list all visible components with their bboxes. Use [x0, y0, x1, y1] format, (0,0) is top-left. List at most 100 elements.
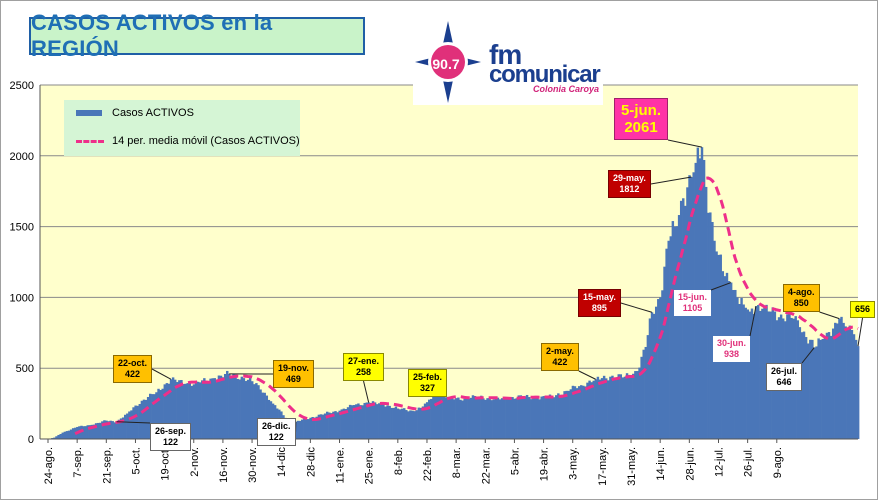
bar	[523, 396, 527, 439]
bar	[838, 318, 841, 439]
logo-city: Colonia Caroya	[533, 84, 600, 94]
bar	[161, 388, 164, 439]
annotation-date: 26-dic.	[262, 421, 291, 431]
bar	[842, 322, 845, 439]
station-logo: 90.7 fm comunicar Colonia Caroya	[413, 19, 603, 105]
logo-fm: fm	[489, 39, 522, 70]
bar	[642, 349, 645, 439]
bar	[403, 408, 406, 439]
annotation-label: 15-may. 895	[578, 289, 621, 317]
annotation-value: 327	[419, 383, 436, 393]
annotation-leader	[819, 311, 840, 320]
annotation-date: 19-nov.	[278, 363, 309, 373]
bar	[298, 420, 302, 439]
bar	[677, 215, 681, 439]
x-tick-label: 3-may.	[568, 447, 580, 480]
bar	[709, 212, 712, 439]
bar	[82, 426, 85, 439]
bar	[538, 399, 541, 439]
annotation-date: 5-jun.	[621, 102, 661, 119]
bar	[365, 402, 368, 439]
bar	[561, 394, 564, 439]
bar	[386, 405, 389, 439]
bar	[213, 378, 216, 439]
annotation-label: 25-feb. 327	[408, 369, 448, 397]
bar	[827, 332, 831, 439]
bar	[823, 336, 827, 439]
bar	[748, 311, 752, 439]
bar	[190, 385, 194, 439]
bar	[586, 382, 589, 439]
bar	[825, 332, 829, 439]
bar	[684, 205, 687, 439]
bar	[346, 407, 350, 439]
bar	[317, 414, 321, 439]
bar	[711, 221, 714, 439]
annotation-label: 15-jun. 1105	[674, 290, 712, 316]
x-tick-label: 16-nov.	[218, 447, 230, 483]
bar	[577, 386, 581, 439]
bar	[163, 384, 166, 439]
annotation-date: 26-sep.	[155, 426, 187, 436]
annotation-leader	[749, 306, 757, 337]
bar	[180, 379, 183, 439]
bar	[444, 397, 448, 439]
bar	[128, 411, 131, 439]
bar	[63, 431, 67, 439]
bar	[517, 395, 520, 439]
annotation-leader	[363, 380, 370, 403]
annotation-label: 5-jun. 2061	[614, 98, 668, 140]
x-tick-label: 8-feb.	[393, 447, 405, 475]
bar	[334, 411, 337, 439]
bar	[396, 408, 400, 439]
bar	[829, 335, 833, 439]
bar	[584, 386, 587, 439]
bar	[605, 378, 608, 439]
bar	[155, 392, 158, 439]
annotation-value: 469	[285, 374, 301, 384]
bar	[638, 367, 641, 439]
annotation-label: 26-jul. 646	[766, 363, 803, 391]
bar	[750, 308, 754, 439]
bar	[186, 383, 189, 439]
bar	[194, 380, 198, 439]
bar	[182, 384, 185, 439]
bar	[457, 397, 460, 439]
bar	[513, 398, 516, 439]
bar	[96, 422, 100, 439]
annotation-value: 1105	[682, 303, 703, 313]
bar	[348, 404, 352, 439]
x-tick-label: 12-jul.	[713, 447, 725, 477]
bar	[629, 377, 633, 439]
annotation-label: 27-ene. 258	[343, 353, 385, 381]
bar	[234, 374, 237, 439]
bar	[707, 212, 710, 439]
bar	[636, 371, 639, 439]
annotation-leader	[650, 176, 692, 185]
bar	[559, 394, 562, 439]
annotation-value: 895	[591, 303, 607, 313]
bar	[84, 426, 87, 439]
bar	[804, 337, 808, 439]
chart-title-box: CASOS ACTIVOS en la REGIÓN	[29, 10, 365, 61]
bar	[319, 414, 323, 439]
bar	[428, 399, 431, 439]
bar	[511, 397, 514, 439]
annotation-value: 258	[356, 367, 372, 377]
y-tick-label: 1500	[10, 222, 34, 234]
annotation-leaders	[116, 139, 864, 433]
bar	[159, 390, 162, 439]
bar	[573, 386, 577, 439]
bar	[596, 376, 600, 439]
bar	[592, 380, 595, 439]
bar	[752, 313, 756, 439]
bar	[854, 339, 858, 439]
bar	[813, 347, 816, 439]
bar	[55, 436, 58, 439]
bar	[571, 385, 575, 439]
bar	[165, 383, 169, 439]
bar	[380, 402, 383, 439]
bar	[430, 398, 433, 439]
bar	[207, 381, 210, 439]
bar	[617, 374, 620, 439]
